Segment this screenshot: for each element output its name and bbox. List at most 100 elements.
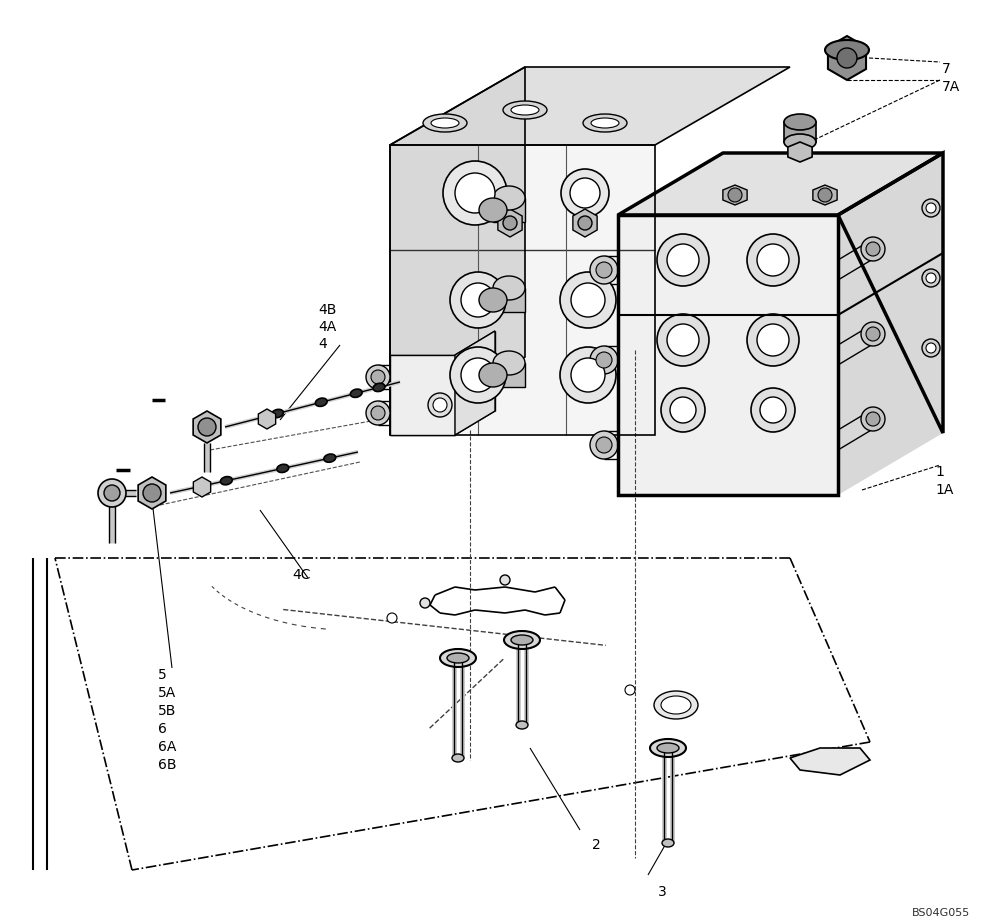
Circle shape <box>143 484 161 502</box>
Text: 4B: 4B <box>318 303 336 317</box>
Circle shape <box>728 188 742 202</box>
Ellipse shape <box>590 346 618 374</box>
Ellipse shape <box>866 412 880 426</box>
Ellipse shape <box>479 363 507 387</box>
Polygon shape <box>618 153 943 215</box>
Circle shape <box>670 397 696 423</box>
Circle shape <box>922 199 940 217</box>
Text: 6B: 6B <box>158 758 176 772</box>
Circle shape <box>461 283 495 317</box>
Circle shape <box>560 272 616 328</box>
Ellipse shape <box>220 477 232 485</box>
Polygon shape <box>790 748 870 775</box>
Polygon shape <box>813 185 837 205</box>
Circle shape <box>433 398 447 412</box>
Circle shape <box>751 388 795 432</box>
Circle shape <box>455 173 495 213</box>
Ellipse shape <box>366 401 390 425</box>
Circle shape <box>926 343 936 353</box>
Ellipse shape <box>315 398 327 407</box>
Polygon shape <box>193 477 211 497</box>
Ellipse shape <box>784 134 816 150</box>
Text: 6A: 6A <box>158 740 176 754</box>
Ellipse shape <box>866 242 880 256</box>
Ellipse shape <box>861 322 885 346</box>
Circle shape <box>926 273 936 283</box>
Circle shape <box>198 418 216 436</box>
Text: 1: 1 <box>935 465 944 479</box>
Circle shape <box>450 347 506 403</box>
Circle shape <box>818 188 832 202</box>
Ellipse shape <box>431 118 459 128</box>
Ellipse shape <box>590 256 618 284</box>
Polygon shape <box>493 198 525 222</box>
Circle shape <box>428 393 452 417</box>
Ellipse shape <box>650 739 686 757</box>
Circle shape <box>98 479 126 507</box>
Text: BS04G055: BS04G055 <box>912 908 970 918</box>
Ellipse shape <box>596 352 612 368</box>
Polygon shape <box>493 288 525 312</box>
Ellipse shape <box>366 365 390 389</box>
Circle shape <box>571 283 605 317</box>
Circle shape <box>837 48 857 68</box>
Ellipse shape <box>825 40 869 60</box>
Circle shape <box>667 324 699 356</box>
Ellipse shape <box>503 101 547 119</box>
Ellipse shape <box>493 186 525 210</box>
Polygon shape <box>573 209 597 237</box>
Ellipse shape <box>511 105 539 115</box>
Text: 7A: 7A <box>942 80 960 94</box>
Circle shape <box>922 339 940 357</box>
Text: 5: 5 <box>158 668 167 682</box>
Circle shape <box>757 244 789 276</box>
Ellipse shape <box>583 114 627 132</box>
Ellipse shape <box>861 237 885 261</box>
Circle shape <box>661 388 705 432</box>
Ellipse shape <box>324 454 336 462</box>
Text: 4: 4 <box>318 337 327 351</box>
Ellipse shape <box>657 743 679 753</box>
Circle shape <box>757 324 789 356</box>
Circle shape <box>561 169 609 217</box>
Circle shape <box>503 216 517 230</box>
Ellipse shape <box>511 635 533 645</box>
Ellipse shape <box>277 464 289 472</box>
Circle shape <box>747 234 799 286</box>
Text: 6: 6 <box>158 722 167 736</box>
Circle shape <box>571 358 605 392</box>
Circle shape <box>667 244 699 276</box>
Polygon shape <box>723 185 747 205</box>
Polygon shape <box>138 477 166 509</box>
Ellipse shape <box>661 696 691 714</box>
Text: 5B: 5B <box>158 704 176 718</box>
Circle shape <box>578 216 592 230</box>
Circle shape <box>461 358 495 392</box>
Ellipse shape <box>493 351 525 375</box>
Polygon shape <box>784 122 816 142</box>
Ellipse shape <box>423 114 467 132</box>
Ellipse shape <box>350 389 362 397</box>
Text: 3: 3 <box>658 885 667 899</box>
Ellipse shape <box>591 118 619 128</box>
Circle shape <box>420 598 430 608</box>
Circle shape <box>500 575 510 585</box>
Polygon shape <box>838 153 943 495</box>
Ellipse shape <box>866 327 880 341</box>
Ellipse shape <box>861 407 885 431</box>
Ellipse shape <box>479 288 507 312</box>
Polygon shape <box>390 67 525 435</box>
Text: 7: 7 <box>942 62 951 76</box>
Ellipse shape <box>596 437 612 453</box>
Ellipse shape <box>493 276 525 300</box>
Circle shape <box>760 397 786 423</box>
Polygon shape <box>788 142 812 162</box>
Ellipse shape <box>371 370 385 384</box>
Ellipse shape <box>447 653 469 663</box>
Polygon shape <box>828 36 866 80</box>
Ellipse shape <box>596 262 612 278</box>
Ellipse shape <box>479 198 507 222</box>
Polygon shape <box>258 409 276 429</box>
Ellipse shape <box>784 114 816 130</box>
Polygon shape <box>390 355 455 435</box>
